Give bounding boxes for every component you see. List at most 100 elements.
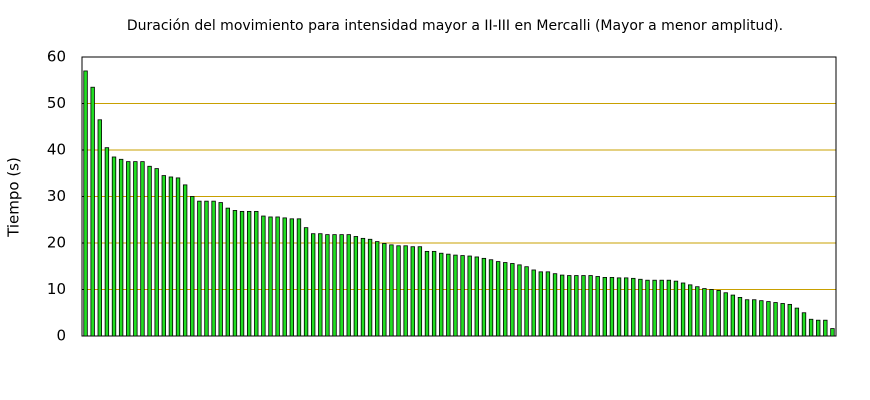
bar	[439, 252, 444, 337]
bar	[460, 255, 465, 337]
bar	[218, 202, 223, 337]
bar	[360, 237, 366, 337]
bar	[182, 184, 188, 337]
bar	[517, 264, 522, 337]
bar	[709, 289, 714, 337]
bar	[780, 303, 785, 337]
bar	[311, 233, 316, 337]
bar	[773, 302, 778, 337]
y-axis-label: Tiempo (s)	[5, 157, 23, 238]
bar	[396, 245, 401, 337]
bar	[140, 161, 145, 337]
bar	[730, 294, 736, 337]
bar	[104, 147, 110, 337]
bar	[382, 243, 387, 337]
bar	[118, 158, 124, 337]
bar	[595, 276, 600, 337]
bar	[752, 299, 757, 337]
bar	[325, 234, 330, 337]
bar	[403, 245, 408, 337]
bar	[197, 200, 202, 337]
bar	[638, 278, 643, 337]
bar	[545, 271, 551, 337]
bar	[602, 277, 607, 337]
bar	[680, 282, 686, 337]
bar	[410, 246, 415, 337]
bar	[830, 328, 835, 337]
bar	[474, 256, 479, 337]
bar	[332, 234, 337, 337]
bar	[133, 161, 138, 337]
bar	[488, 259, 494, 337]
bar	[808, 318, 814, 337]
bar	[574, 275, 579, 337]
bar	[246, 210, 252, 337]
bar	[581, 275, 586, 337]
bar	[147, 165, 152, 337]
bar	[353, 236, 359, 337]
bar	[766, 301, 771, 337]
bar	[211, 200, 216, 337]
bar	[190, 196, 195, 337]
bar	[126, 161, 131, 337]
bar	[303, 227, 309, 337]
bar	[282, 217, 287, 337]
bar	[673, 280, 679, 337]
bar	[787, 303, 792, 337]
bar	[318, 233, 323, 337]
bar	[666, 279, 672, 337]
bar	[495, 261, 501, 337]
bar	[759, 300, 764, 337]
bar	[268, 216, 273, 337]
bar	[609, 277, 615, 337]
bar	[559, 274, 565, 337]
bar	[467, 255, 472, 337]
bar	[83, 70, 88, 337]
bar	[524, 266, 529, 337]
y-tick-label: 60	[47, 48, 66, 66]
bar	[275, 216, 280, 337]
plot-frame	[81, 56, 837, 337]
bar	[175, 177, 181, 337]
bar	[204, 200, 209, 337]
bar	[367, 238, 373, 337]
y-tick-label: 20	[47, 234, 66, 252]
bar	[296, 218, 302, 337]
bar	[801, 312, 807, 337]
bar	[111, 156, 117, 337]
bar	[90, 86, 95, 337]
bar	[688, 284, 693, 337]
bar	[481, 257, 487, 337]
bar	[744, 299, 750, 337]
bar	[695, 286, 700, 337]
bar	[446, 253, 451, 337]
bar	[254, 210, 259, 337]
bar	[567, 275, 572, 337]
bar	[702, 288, 707, 337]
bar	[631, 277, 636, 337]
bar	[453, 254, 458, 337]
bar	[616, 277, 622, 337]
bar	[510, 263, 515, 337]
bar	[816, 319, 821, 337]
bar	[261, 215, 266, 337]
bar	[652, 279, 657, 337]
bar	[723, 292, 728, 337]
bar	[225, 207, 230, 337]
bar	[289, 218, 295, 337]
y-tick-label: 0	[56, 327, 66, 345]
y-tick-label: 40	[47, 141, 66, 159]
bar	[161, 175, 166, 337]
bar	[232, 210, 238, 337]
bar	[659, 279, 664, 337]
bar	[737, 297, 743, 337]
bar	[823, 319, 828, 337]
y-tick-label: 50	[47, 94, 66, 112]
bar	[424, 250, 430, 337]
bar	[346, 234, 351, 337]
bar	[168, 176, 174, 337]
bar	[503, 262, 508, 337]
bar	[375, 241, 380, 337]
bar	[239, 210, 245, 337]
